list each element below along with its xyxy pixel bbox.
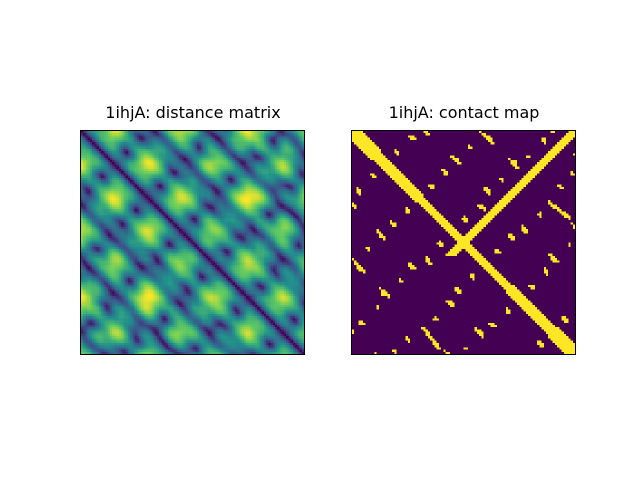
contact-map-title: 1ihjA: contact map <box>388 103 540 122</box>
distance-matrix-heatmap <box>80 130 305 355</box>
contact-map-heatmap <box>351 130 576 355</box>
distance-matrix-title: 1ihjA: distance matrix <box>105 103 281 122</box>
